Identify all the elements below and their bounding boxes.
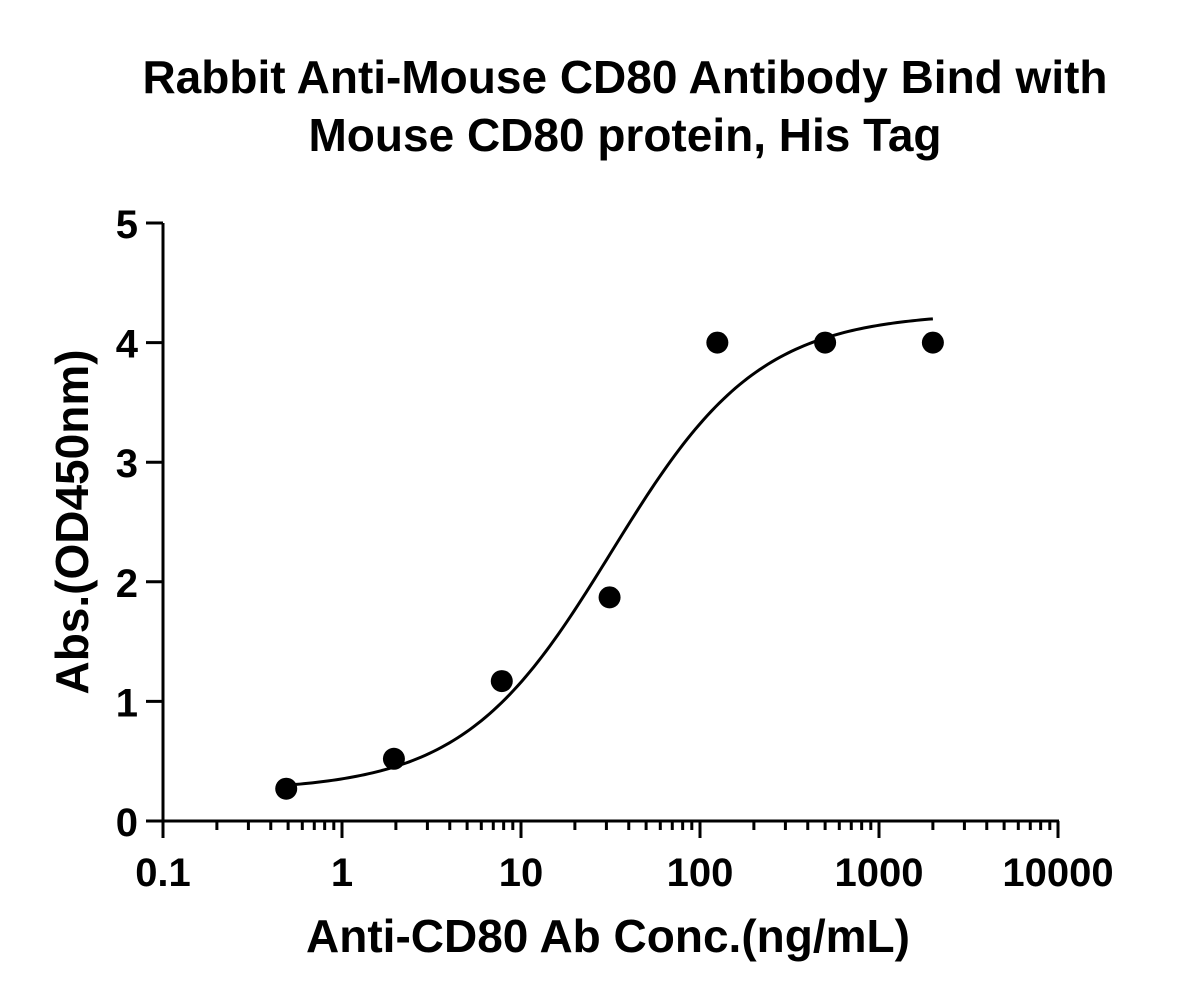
x-tick-label: 1000 bbox=[835, 851, 924, 895]
data-point bbox=[275, 777, 298, 800]
y-tick-label: 0 bbox=[116, 801, 138, 845]
x-axis-label: Anti-CD80 Ab Conc.(ng/mL) bbox=[306, 910, 910, 962]
x-tick-label: 10000 bbox=[1002, 851, 1113, 895]
data-point bbox=[814, 331, 837, 354]
y-tick-label: 5 bbox=[116, 203, 138, 247]
x-tick-label: 0.1 bbox=[135, 851, 191, 895]
chart-title-line-1: Rabbit Anti-Mouse CD80 Antibody Bind wit… bbox=[142, 51, 1108, 103]
y-tick-label: 4 bbox=[116, 323, 139, 367]
chart-title: Rabbit Anti-Mouse CD80 Antibody Bind wit… bbox=[0, 48, 1194, 164]
y-tick-label: 2 bbox=[116, 562, 138, 606]
fit-curve-group bbox=[287, 317, 934, 787]
data-point bbox=[598, 586, 621, 609]
data-point bbox=[706, 331, 729, 354]
y-tick-label: 3 bbox=[116, 442, 138, 486]
x-tick-label: 1 bbox=[331, 851, 353, 895]
data-point bbox=[921, 331, 944, 354]
data-point bbox=[382, 747, 405, 770]
fit-curve bbox=[287, 317, 934, 787]
x-tick-label: 100 bbox=[667, 851, 734, 895]
y-tick-label: 1 bbox=[116, 681, 138, 725]
data-point bbox=[490, 670, 513, 693]
data-points-group bbox=[275, 331, 944, 800]
chart-title-line-2: Mouse CD80 protein, His Tag bbox=[308, 109, 942, 161]
y-axis-label: Abs.(OD450nm) bbox=[46, 349, 98, 694]
x-tick-label: 10 bbox=[499, 851, 544, 895]
chart-axes: 0 1 2 3 4 5 0.1 1 10 100 1000 10000 bbox=[116, 203, 1114, 895]
